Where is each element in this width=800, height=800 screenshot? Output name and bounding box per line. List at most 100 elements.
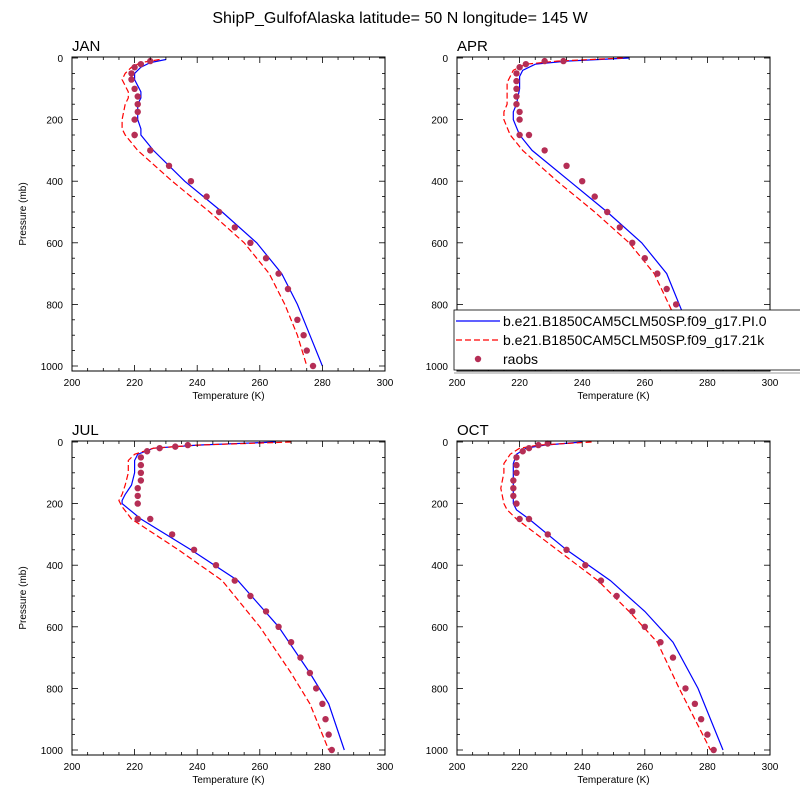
data-point <box>513 101 520 108</box>
panel-apr: APR 200 220 240 260 280 300 0 200 400 600 800 1000 Te… <box>426 38 779 402</box>
data-point <box>560 57 567 65</box>
data-point <box>616 224 623 231</box>
data-point <box>682 685 689 692</box>
data-point <box>563 546 570 553</box>
series-line-21k <box>118 441 330 751</box>
data-point <box>134 515 141 523</box>
data-point <box>657 639 664 646</box>
data-point <box>137 469 145 476</box>
x-tick-label: 200 <box>64 378 81 389</box>
data-point <box>134 101 141 108</box>
data-point <box>262 255 270 262</box>
data-point <box>147 147 154 154</box>
x-tick-label: 240 <box>574 762 591 773</box>
x-tick-label: 280 <box>314 762 331 773</box>
data-point <box>147 515 154 523</box>
plot-frame <box>456 440 771 756</box>
y-tick-label: 800 <box>46 684 63 695</box>
x-axis-label: Temperature (K) <box>577 391 649 402</box>
x-axis-label: Temperature (K) <box>577 775 649 786</box>
y-tick-label: 400 <box>46 561 63 572</box>
x-tick-label: 220 <box>126 378 143 389</box>
y-tick-label: 0 <box>57 54 63 65</box>
data-point <box>516 116 523 123</box>
data-point <box>247 239 254 246</box>
x-tick-label: 260 <box>251 378 268 389</box>
series-raobs <box>510 440 717 754</box>
x-tick-label: 220 <box>511 762 528 773</box>
x-tick-label: 200 <box>449 762 466 773</box>
data-point <box>134 492 141 500</box>
data-point <box>312 685 320 692</box>
data-point <box>513 454 520 461</box>
y-tick-label: 800 <box>431 684 448 695</box>
y-tick-label: 200 <box>46 116 63 127</box>
data-point <box>134 500 141 507</box>
legend-entry: b.e21.B1850CAM5CLM50SP.f09_g17.PI.0 <box>456 313 767 329</box>
legend-swatch <box>474 355 482 363</box>
data-point <box>275 623 282 630</box>
data-point <box>143 448 151 455</box>
data-point <box>184 441 192 449</box>
data-point <box>516 515 523 523</box>
data-point <box>306 669 314 677</box>
data-point <box>168 531 176 538</box>
data-point <box>203 193 210 200</box>
legend-label: b.e21.B1850CAM5CLM50SP.f09_g17.21k <box>503 332 765 348</box>
data-point <box>516 64 523 71</box>
data-point <box>629 239 636 246</box>
x-axis-label: Temperature (K) <box>192 775 264 786</box>
series-raobs <box>128 57 317 370</box>
data-point <box>215 208 223 216</box>
data-point <box>231 224 238 231</box>
panel-jan: JAN 200 220 240 260 280 300 0 200 400 600 800 1000 Te… <box>18 38 394 402</box>
data-point <box>328 746 335 754</box>
data-point <box>128 70 135 77</box>
data-point <box>641 255 648 262</box>
data-point <box>513 70 520 77</box>
y-tick-label: 200 <box>46 500 63 511</box>
data-point <box>131 116 138 123</box>
series-line-pi <box>121 441 345 751</box>
panels-group: JAN 200 220 240 260 280 300 0 200 400 600 800 1000 Te… <box>18 38 779 786</box>
x-tick-label: 300 <box>762 378 779 389</box>
data-point <box>513 85 520 93</box>
data-point <box>513 93 520 100</box>
data-point <box>516 108 523 116</box>
x-axis-label: Temperature (K) <box>192 391 264 402</box>
x-tick-label: 300 <box>377 378 394 389</box>
data-point <box>294 316 301 323</box>
series-line-21k <box>503 57 696 367</box>
data-point <box>663 285 670 293</box>
legend: b.e21.B1850CAM5CLM50SP.f09_g17.PI.0 b.e21… <box>453 309 800 374</box>
y-axis-label: Pressure (mb) <box>18 182 29 245</box>
x-tick-label: 280 <box>699 762 716 773</box>
y-tick-label: 800 <box>46 300 63 311</box>
y-tick-label: 600 <box>431 239 448 250</box>
panel-oct: OCT 200 220 240 260 280 300 0 200 400 600 800 1000 Te… <box>426 422 779 786</box>
x-tick-label: 240 <box>574 378 591 389</box>
x-tick-label: 200 <box>449 378 466 389</box>
data-point <box>513 461 520 469</box>
data-point <box>131 64 138 71</box>
data-point <box>247 592 254 600</box>
data-point <box>591 193 598 200</box>
data-point <box>519 448 526 455</box>
data-point <box>131 85 138 93</box>
panel-title: APR <box>457 38 488 55</box>
y-tick-label: 400 <box>431 561 448 572</box>
data-point <box>704 731 711 738</box>
data-point <box>187 178 195 185</box>
y-tick-label: 600 <box>431 623 448 634</box>
data-point <box>563 162 570 169</box>
data-point <box>597 577 605 584</box>
data-point <box>134 93 141 100</box>
data-point <box>137 60 145 68</box>
data-point <box>134 108 141 116</box>
data-point <box>262 608 270 615</box>
legend-label: b.e21.B1850CAM5CLM50SP.f09_g17.PI.0 <box>503 313 767 329</box>
x-tick-label: 280 <box>699 378 716 389</box>
data-point <box>544 440 551 447</box>
y-tick-label: 0 <box>442 438 448 449</box>
data-point <box>131 131 138 139</box>
